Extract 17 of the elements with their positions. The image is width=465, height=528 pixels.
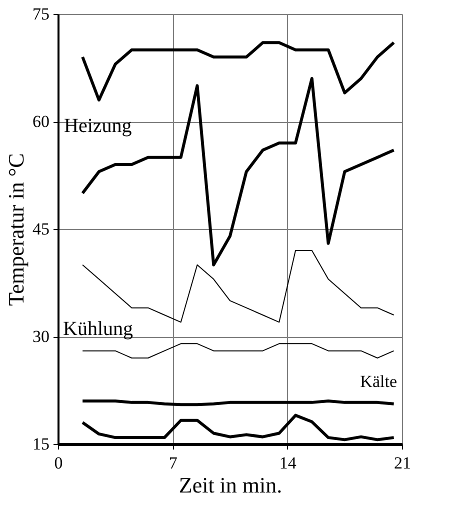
x-tick-label: 14 xyxy=(279,454,297,472)
y-tick-label: 60 xyxy=(32,112,50,131)
y-axis-title: Temperatur in °C xyxy=(4,153,28,306)
y-tick-label: 45 xyxy=(32,220,50,238)
x-tick-label: 7 xyxy=(168,454,178,472)
x-axis-title: Zeit in min. xyxy=(178,472,282,498)
x-tick-label: 21 xyxy=(394,454,411,472)
y-tick-label: 15 xyxy=(32,434,50,454)
annotation: Kälte xyxy=(360,372,397,391)
line-series xyxy=(82,250,394,323)
annotation: Kühlung xyxy=(63,318,133,340)
y-tick-label: 75 xyxy=(32,4,50,24)
annotation: Heizung xyxy=(64,115,132,137)
y-tick-label: 30 xyxy=(32,327,50,346)
line-series xyxy=(81,41,396,102)
x-tick-label: 0 xyxy=(54,454,63,472)
line-series xyxy=(81,414,396,442)
